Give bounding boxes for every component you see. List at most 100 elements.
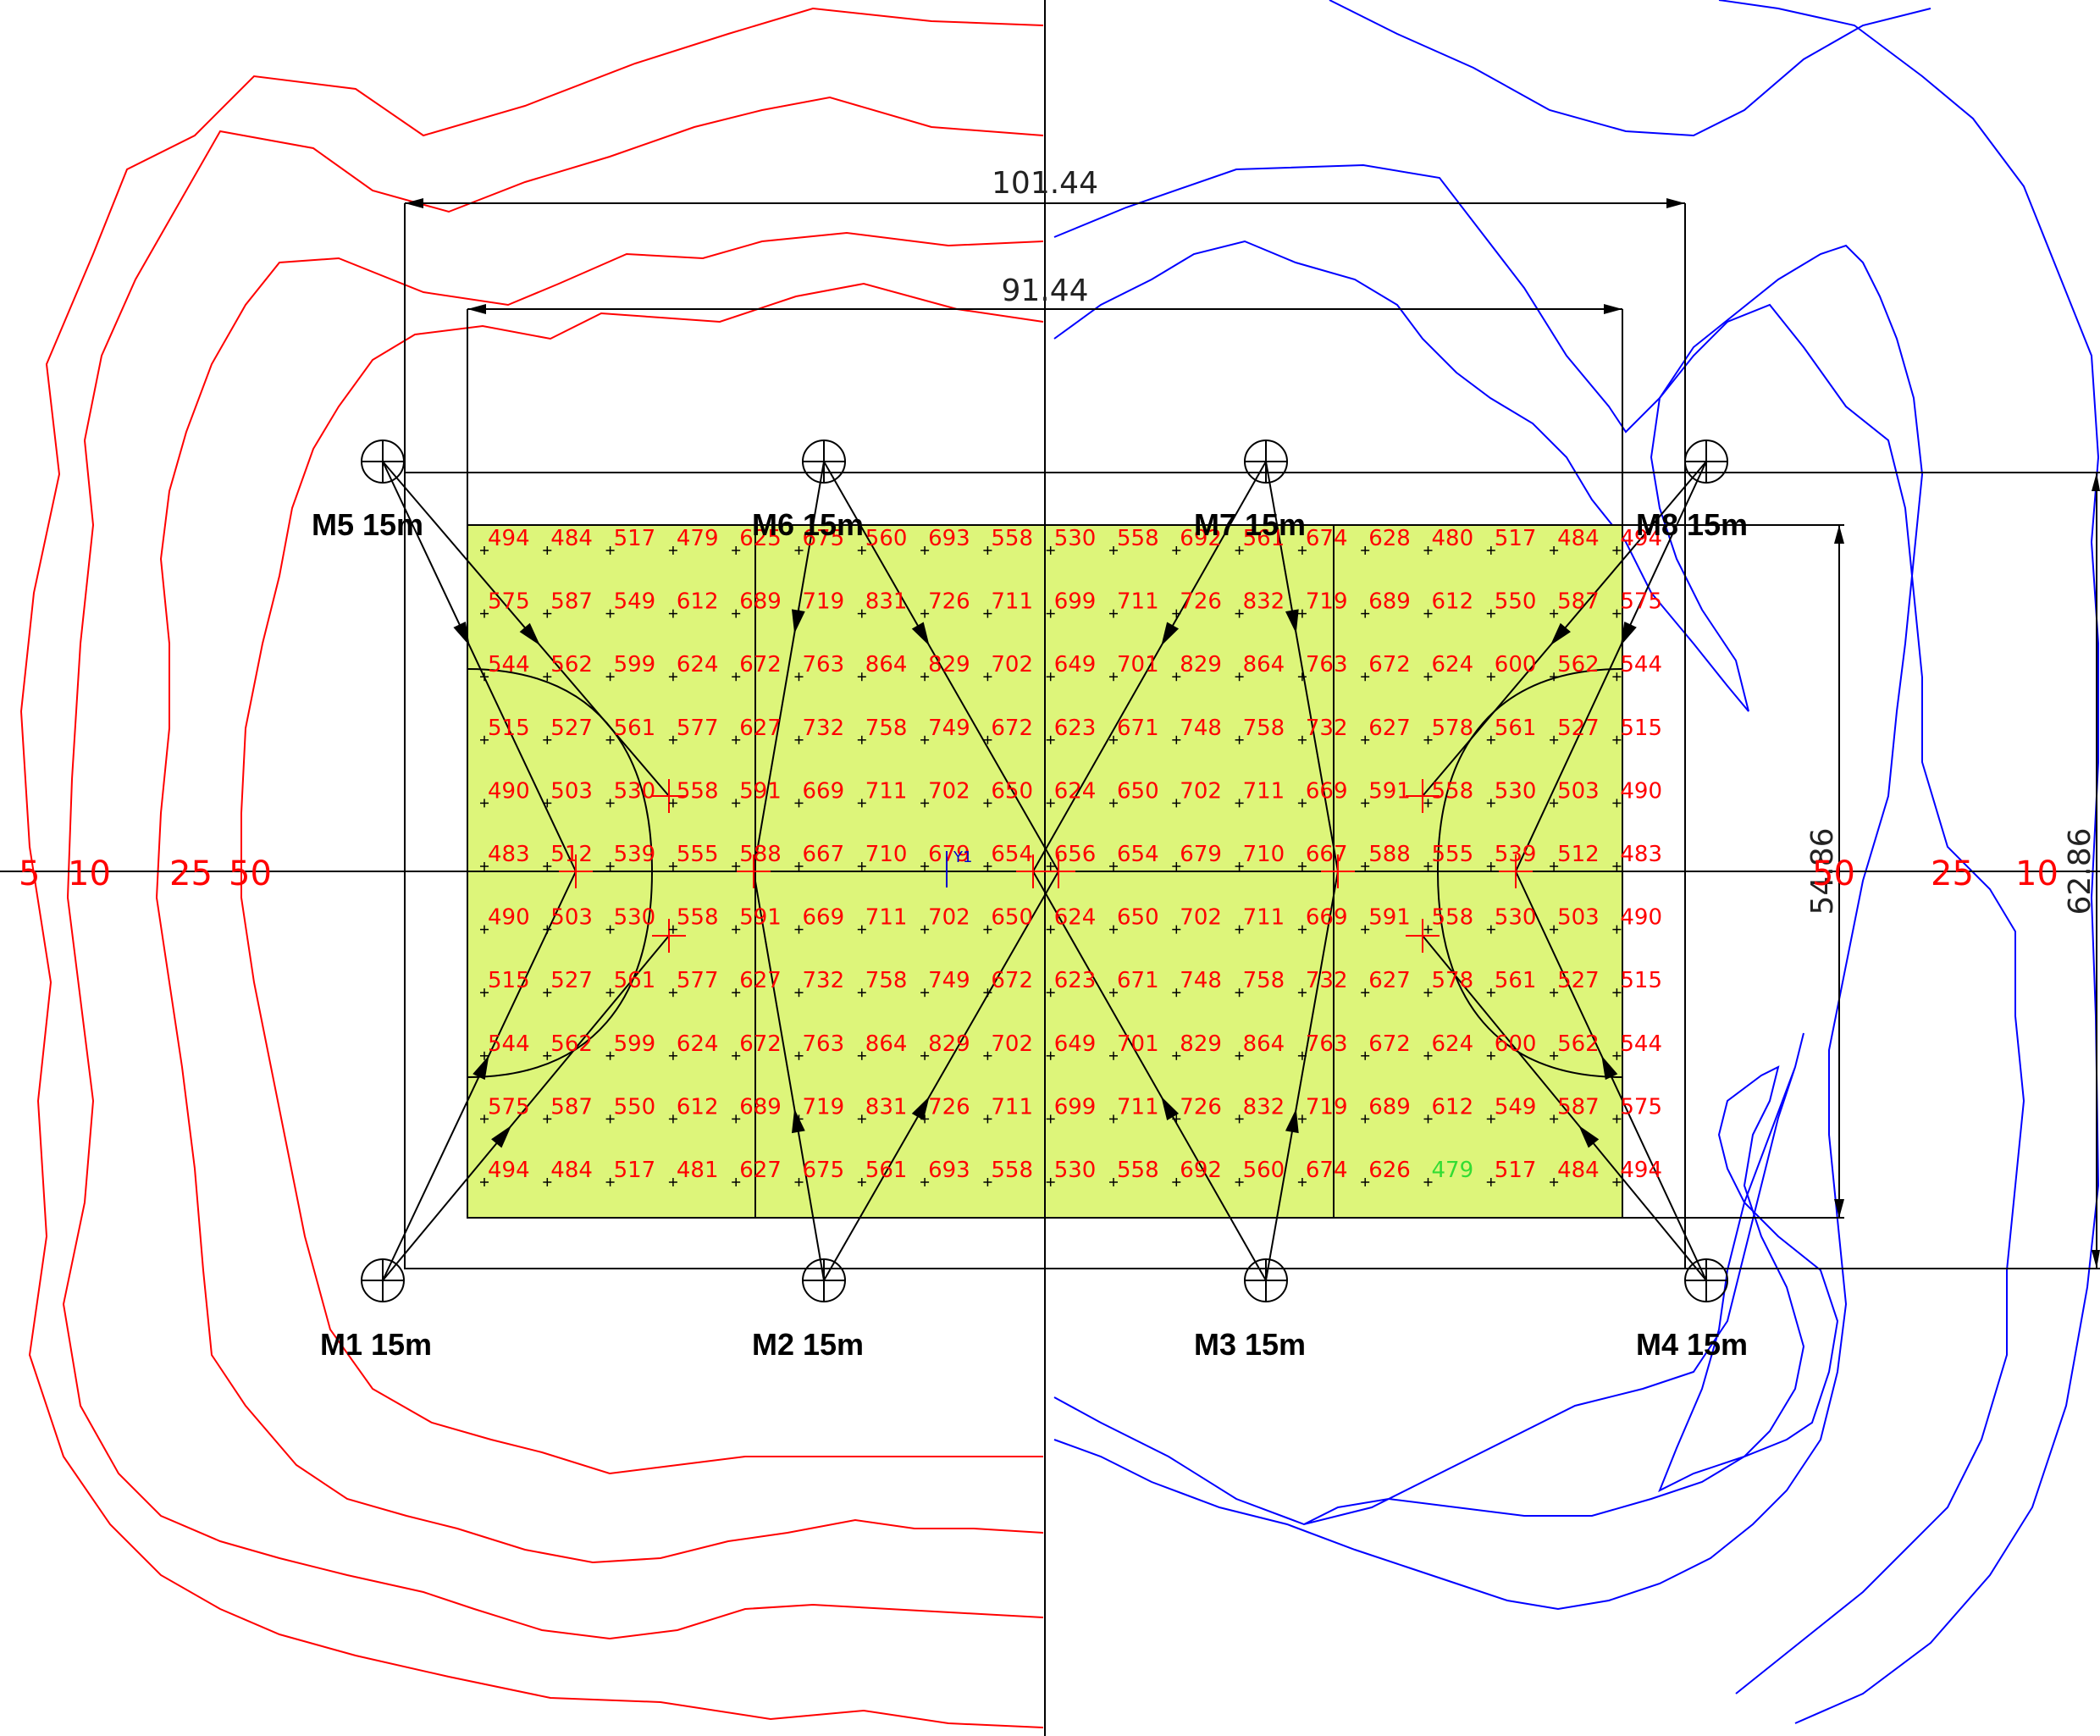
- grid-value: 711: [865, 905, 908, 931]
- grid-value: 763: [803, 1031, 845, 1057]
- grid-value: 701: [1117, 652, 1159, 677]
- grid-value: 587: [550, 1094, 593, 1120]
- grid-cell: 512: [543, 842, 593, 871]
- grid-value: 483: [1620, 842, 1662, 867]
- grid-value: 719: [1306, 1094, 1348, 1120]
- grid-cell: 654: [983, 842, 1033, 871]
- grid-value: 560: [865, 526, 908, 551]
- grid-cell: 627: [1361, 968, 1411, 997]
- grid-value: 649: [1054, 652, 1097, 677]
- grid-value: 515: [488, 716, 530, 741]
- grid-value: 558: [991, 1158, 1033, 1183]
- grid-value: 675: [803, 1158, 845, 1183]
- grid-value: 558: [1432, 905, 1474, 931]
- grid-cell: 650: [983, 905, 1033, 934]
- grid-value: 599: [614, 1031, 656, 1057]
- grid-value: 627: [739, 1158, 782, 1183]
- grid-value: 600: [1495, 1031, 1537, 1057]
- grid-cell: 527: [1550, 968, 1600, 997]
- grid-value: 530: [614, 778, 656, 804]
- grid-value: 689: [739, 589, 782, 615]
- grid-value: 578: [1432, 968, 1474, 993]
- mast-m2[interactable]: M2 15m: [752, 1259, 864, 1362]
- grid-cell: 558: [1424, 778, 1474, 807]
- mast-m4[interactable]: M4 15m: [1636, 1259, 1748, 1362]
- grid-cell: 656: [1047, 842, 1097, 871]
- grid-cell: 578: [1424, 968, 1474, 997]
- grid-cell: 527: [1550, 716, 1600, 744]
- grid-cell: 711: [858, 778, 908, 807]
- grid-value: 674: [1306, 526, 1348, 551]
- grid-cell: 558: [669, 905, 719, 934]
- grid-value: 719: [803, 589, 845, 615]
- grid-value: 864: [865, 652, 908, 677]
- grid-cell: 575: [1612, 1094, 1662, 1123]
- contour-label-right-10: 10: [2015, 854, 2059, 893]
- grid-cell: 550: [606, 1094, 656, 1123]
- grid-cell: 699: [1047, 1094, 1097, 1123]
- mast-label: M2 15m: [752, 1327, 864, 1362]
- grid-cell: 588: [1361, 842, 1411, 871]
- grid-cell: 503: [1550, 778, 1600, 807]
- grid-value: 480: [1432, 526, 1474, 551]
- grid-value: 550: [1495, 589, 1537, 615]
- contour-label-right-25: 25: [1931, 854, 1974, 893]
- grid-value: 512: [550, 842, 593, 867]
- grid-cell: 702: [1172, 905, 1222, 934]
- mast-m5[interactable]: M5 15m: [312, 440, 423, 542]
- grid-value: 710: [865, 842, 908, 867]
- grid-value: 758: [1243, 716, 1285, 741]
- grid-cell: 726: [920, 1094, 970, 1123]
- grid-value: 711: [1243, 778, 1285, 804]
- mast-m1[interactable]: M1 15m: [320, 1259, 432, 1362]
- grid-value: 732: [803, 716, 845, 741]
- grid-cell: 577: [669, 716, 719, 744]
- grid-cell: 758: [858, 716, 908, 744]
- grid-cell: 494: [480, 526, 530, 555]
- grid-cell: 628: [1361, 526, 1411, 555]
- grid-value: 671: [1117, 716, 1159, 741]
- grid-cell: 831: [858, 589, 908, 618]
- grid-cell: 577: [669, 968, 719, 997]
- grid-value: 623: [1054, 968, 1097, 993]
- grid-value: 689: [1368, 589, 1411, 615]
- contour-labels-left: 5 10 25 50: [19, 854, 272, 893]
- grid-cell: 654: [1109, 842, 1159, 871]
- grid-value: 503: [1557, 905, 1600, 931]
- grid-cell: 517: [1487, 1158, 1537, 1186]
- grid-value: 549: [614, 589, 656, 615]
- grid-value: 555: [677, 842, 719, 867]
- grid-value: 650: [991, 778, 1033, 804]
- grid-cell: 591: [1361, 778, 1411, 807]
- grid-cell: 512: [1550, 842, 1600, 871]
- mast-m3[interactable]: M3 15m: [1194, 1259, 1306, 1362]
- grid-cell: 561: [606, 968, 656, 997]
- grid-value: 672: [991, 716, 1033, 741]
- grid-cell: 763: [1298, 1031, 1348, 1060]
- grid-cell: 555: [669, 842, 719, 871]
- grid-cell: 562: [1550, 652, 1600, 681]
- grid-value: 864: [1243, 652, 1285, 677]
- grid-value: 672: [991, 968, 1033, 993]
- grid-cell: 575: [1612, 589, 1662, 618]
- grid-value: 711: [865, 778, 908, 804]
- grid-value: 758: [865, 968, 908, 993]
- grid-cell: 560: [858, 526, 908, 555]
- grid-cell: 689: [732, 589, 782, 618]
- grid-cell: 701: [1109, 652, 1159, 681]
- grid-cell: 711: [1109, 589, 1159, 618]
- grid-cell: 562: [543, 652, 593, 681]
- grid-cell: 669: [1298, 905, 1348, 934]
- grid-cell: 711: [983, 589, 1033, 618]
- grid-value: 484: [1557, 526, 1600, 551]
- grid-value: 561: [865, 1158, 908, 1183]
- grid-value: 627: [739, 968, 782, 993]
- mast-m6[interactable]: M6 15m: [752, 440, 864, 542]
- grid-cell: 732: [1298, 968, 1348, 997]
- grid-cell: 515: [1612, 716, 1662, 744]
- grid-cell: 591: [1361, 905, 1411, 934]
- grid-cell: 624: [1424, 652, 1474, 681]
- grid-value: 612: [677, 1094, 719, 1120]
- contour-labels-right: 50 25 10: [1812, 854, 2059, 893]
- grid-cell: 503: [543, 778, 593, 807]
